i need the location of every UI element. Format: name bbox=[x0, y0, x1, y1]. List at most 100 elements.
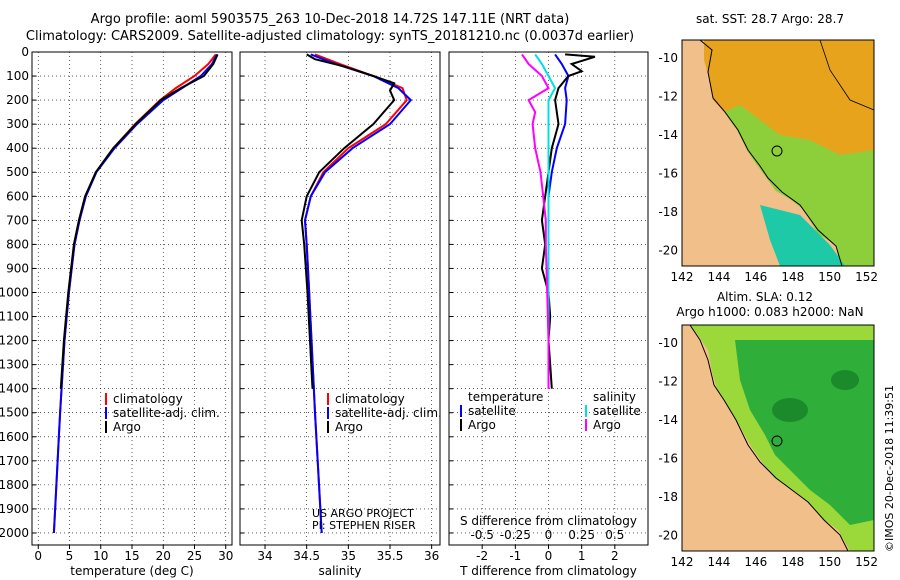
series-salinity-argo bbox=[521, 53, 550, 389]
y-tick-label: 1400 bbox=[0, 382, 29, 396]
legend-swatch-satellite bbox=[105, 407, 107, 419]
sst-map bbox=[681, 39, 875, 267]
argo-location-marker-2 bbox=[771, 435, 783, 447]
legend2-climatology: climatology bbox=[335, 392, 405, 406]
credit-line2: PI: STEPHEN RISER bbox=[312, 519, 416, 532]
header-line2: Climatology: CARS2009. Satellite-adjuste… bbox=[26, 29, 634, 44]
x-tick-label: 35.5 bbox=[377, 549, 404, 563]
legend3-sal-argo: Argo bbox=[593, 418, 621, 432]
y-tick-label: 900 bbox=[6, 261, 29, 275]
argo-location-marker bbox=[771, 145, 783, 157]
map-axes: 142 144 146 148 150 152 -10 -12 -14 -16 -18 -20 142 1… bbox=[658, 51, 878, 569]
x-tick-label: -2 bbox=[476, 549, 488, 563]
map-x-tick-label: 150 bbox=[818, 555, 841, 569]
x-tick-label: 10 bbox=[93, 549, 108, 563]
map-x-tick-label: 142 bbox=[671, 555, 694, 569]
map-x-tick-label: 142 bbox=[671, 270, 694, 284]
legend3-sal-title: salinity bbox=[593, 390, 636, 404]
y-tick-label: 1700 bbox=[0, 454, 29, 468]
x2-tick-label: -0.25 bbox=[500, 528, 531, 542]
x-tick-label: 20 bbox=[156, 549, 171, 563]
map-y-tick-label: -14 bbox=[658, 413, 678, 427]
legend-climatology: climatology bbox=[113, 392, 183, 406]
map-x-tick-label: 148 bbox=[781, 270, 804, 284]
y-tick-label: 1600 bbox=[0, 430, 29, 444]
salinity-panel: 34 34.5 35 35.5 36 salinity bbox=[239, 51, 441, 578]
map-y-tick-label: -20 bbox=[658, 529, 678, 543]
y-tick-label: 1900 bbox=[0, 502, 29, 516]
legend2-satellite: satellite-adj. clim. bbox=[335, 406, 442, 420]
y-tick-label: 200 bbox=[6, 93, 29, 107]
sla-map-title2: Argo h1000: 0.083 h2000: NaN bbox=[676, 305, 863, 319]
y-tick-label: 100 bbox=[6, 69, 29, 83]
x-tick-label: 0 bbox=[34, 549, 42, 563]
sla-map-title1: Altim. SLA: 0.12 bbox=[717, 290, 813, 304]
legend2-swatch-climatology bbox=[327, 393, 329, 405]
x-tick-label: 1 bbox=[578, 549, 586, 563]
y-tick-label: 1000 bbox=[0, 285, 29, 299]
x-tick-label: 34 bbox=[257, 549, 272, 563]
difference-panel: -2 -1 0 1 2T difference from climatology S di… bbox=[448, 51, 649, 578]
legend-swatch-climatology bbox=[105, 393, 107, 405]
x-tick-label: 0 bbox=[545, 549, 553, 563]
sla-map bbox=[681, 324, 875, 552]
series-argo bbox=[300, 53, 396, 389]
legend2-argo: Argo bbox=[335, 420, 363, 434]
y-tick-label: 800 bbox=[6, 237, 29, 251]
x-tick-label: 25 bbox=[187, 549, 202, 563]
x2-tick-label: 0.5 bbox=[605, 528, 624, 542]
y-tick-label: 1200 bbox=[0, 334, 29, 348]
map-x-tick-label: 146 bbox=[744, 270, 767, 284]
map-y-tick-label: -18 bbox=[658, 490, 678, 504]
x-tick-label: 35 bbox=[341, 549, 356, 563]
map-y-tick-label: -16 bbox=[658, 452, 678, 466]
x-tick-label: -1 bbox=[509, 549, 521, 563]
difference-legend: temperature satellite Argo salinity sate… bbox=[460, 390, 641, 432]
x2-tick-label: 0 bbox=[545, 528, 553, 542]
y-tick-label: 700 bbox=[6, 213, 29, 227]
legend2-swatch-argo bbox=[327, 421, 329, 433]
map-x-tick-label: 144 bbox=[707, 270, 730, 284]
legend3-swatch-sal-argo bbox=[585, 419, 587, 431]
x-tick-label: 5 bbox=[66, 549, 74, 563]
map-x-tick-label: 148 bbox=[781, 555, 804, 569]
legend3-temp-title: temperature bbox=[468, 390, 543, 404]
x-axis-label: salinity bbox=[318, 564, 361, 578]
y-tick-label: 300 bbox=[6, 117, 29, 131]
header-line1: Argo profile: aoml 5903575_263 10-Dec-20… bbox=[91, 12, 570, 27]
map-y-tick-label: -12 bbox=[658, 375, 678, 389]
y-tick-label: 1300 bbox=[0, 358, 29, 372]
salinity-legend: climatology satellite-adj. clim. Argo bbox=[327, 392, 442, 434]
y-tick-label: 600 bbox=[6, 189, 29, 203]
plot-frame-1 bbox=[239, 51, 441, 546]
x2-tick-label: 0.25 bbox=[568, 528, 595, 542]
map-y-tick-label: -10 bbox=[658, 51, 678, 65]
credit-line1: US ARGO PROJECT bbox=[312, 507, 414, 520]
legend-satellite: satellite-adj. clim. bbox=[113, 406, 220, 420]
x-tick-label: 2 bbox=[611, 549, 619, 563]
x-tick-label: 15 bbox=[124, 549, 139, 563]
legend3-sal-sat: satellite bbox=[593, 404, 641, 418]
map-y-tick-label: -10 bbox=[658, 336, 678, 350]
series-argo bbox=[59, 53, 219, 389]
y-tick-label: 2000 bbox=[0, 526, 29, 540]
x-tick-label: 30 bbox=[218, 549, 233, 563]
y-tick-label: 500 bbox=[6, 165, 29, 179]
y-tick-label: 1800 bbox=[0, 478, 29, 492]
map-x-tick-label: 146 bbox=[744, 555, 767, 569]
map-x-tick-label: 152 bbox=[855, 270, 878, 284]
temperature-legend: climatology satellite-adj. clim. Argo bbox=[105, 392, 220, 434]
map-y-tick-label: -16 bbox=[658, 167, 678, 181]
legend-argo: Argo bbox=[113, 420, 141, 434]
map-y-tick-label: -18 bbox=[658, 205, 678, 219]
x2-tick-label: -0.5 bbox=[470, 528, 493, 542]
x-axis-label: temperature (deg C) bbox=[70, 564, 193, 578]
temperature-panel: 0 5 10 15 20 25 300100200300400500600700800900… bbox=[0, 45, 233, 578]
sst-map-title: sat. SST: 28.7 Argo: 28.7 bbox=[696, 12, 844, 26]
timestamp: ©IMOS 20-Dec-2018 11:39:51 bbox=[883, 385, 896, 552]
x-tick-label: 34.5 bbox=[293, 549, 320, 563]
map-x-tick-label: 144 bbox=[707, 555, 730, 569]
map-x-tick-label: 152 bbox=[855, 555, 878, 569]
legend2-swatch-satellite bbox=[327, 407, 329, 419]
